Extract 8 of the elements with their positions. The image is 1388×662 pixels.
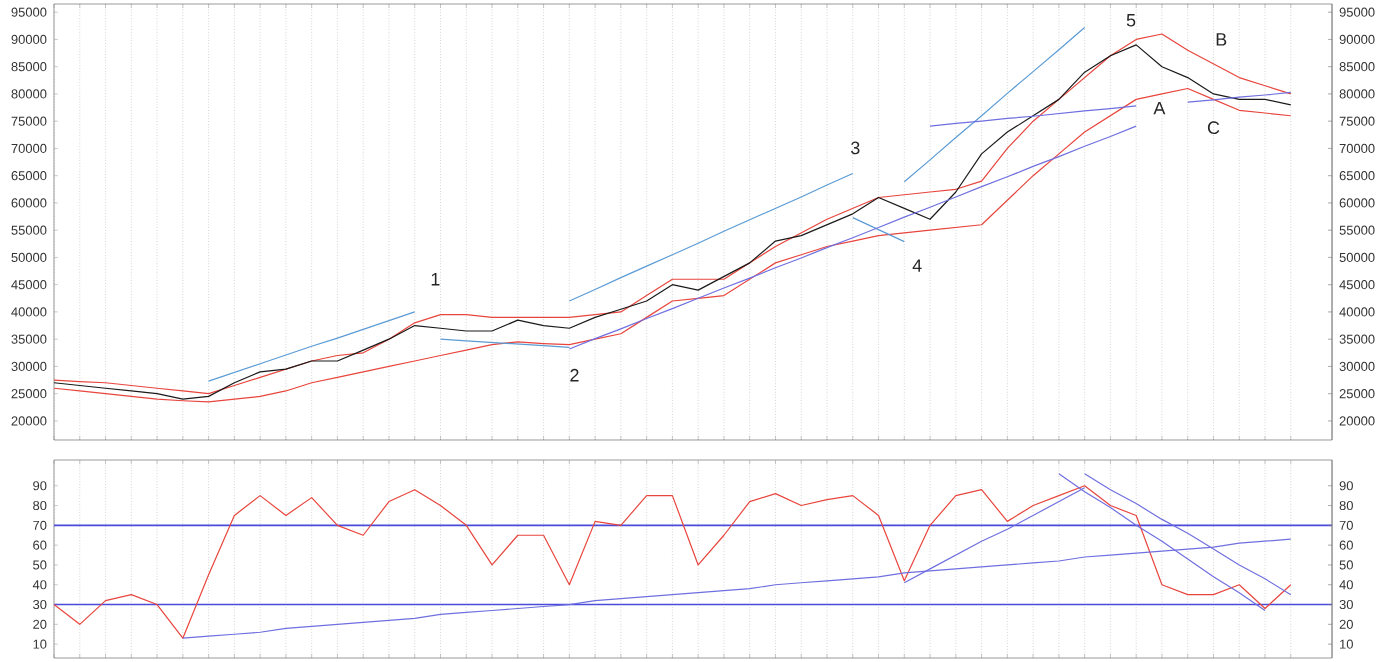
- annotation: 1: [431, 273, 440, 286]
- annotation: 2: [570, 368, 579, 382]
- annotation: C: [1207, 121, 1220, 135]
- annotation: B: [1216, 33, 1227, 46]
- annotation: 5: [1126, 14, 1136, 27]
- annotation: A: [1153, 101, 1166, 115]
- annotation: 3: [851, 141, 860, 155]
- annotation: 4: [912, 259, 922, 272]
